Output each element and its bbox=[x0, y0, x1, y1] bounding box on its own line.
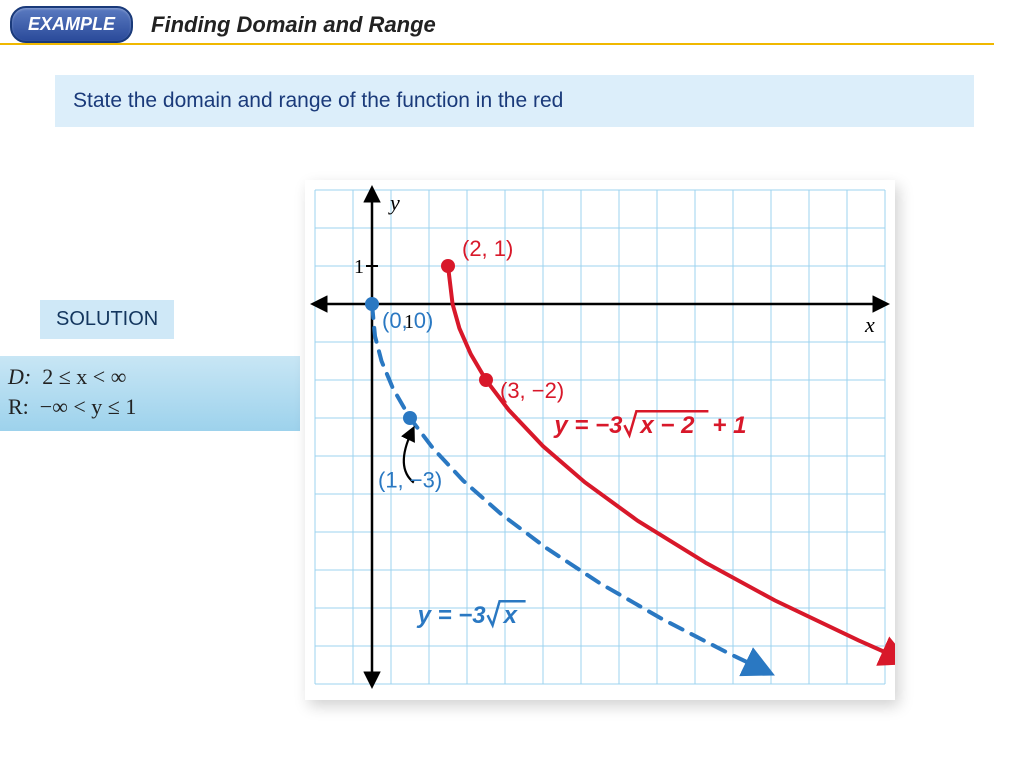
example-badge: EXAMPLE bbox=[10, 6, 133, 43]
svg-text:y: y bbox=[388, 190, 400, 215]
header: EXAMPLE Finding Domain and Range bbox=[0, 0, 994, 45]
svg-text:1: 1 bbox=[354, 256, 364, 278]
svg-text:x − 2: x − 2 bbox=[638, 412, 695, 439]
svg-text:x: x bbox=[502, 602, 519, 629]
graph: yx11(2, 1)(3, −2)(0, 0)(1, −3)y = −3x − … bbox=[305, 180, 895, 700]
solution-label: SOLUTION bbox=[40, 300, 174, 339]
svg-text:(1, −3): (1, −3) bbox=[378, 468, 442, 493]
svg-text:(2, 1): (2, 1) bbox=[462, 236, 513, 261]
svg-text:+ 1: + 1 bbox=[712, 412, 746, 439]
answer-box: D: 2 ≤ x < ∞ R: −∞ < y ≤ 1 bbox=[0, 356, 300, 431]
page-title: Finding Domain and Range bbox=[151, 12, 436, 38]
domain-line: D: 2 ≤ x < ∞ bbox=[8, 362, 280, 392]
svg-text:(0, 0): (0, 0) bbox=[382, 308, 433, 333]
svg-text:y = −3: y = −3 bbox=[553, 412, 623, 439]
range-line: R: −∞ < y ≤ 1 bbox=[8, 392, 280, 422]
svg-text:y = −3: y = −3 bbox=[417, 602, 487, 629]
question-box: State the domain and range of the functi… bbox=[55, 75, 974, 127]
svg-text:x: x bbox=[864, 312, 875, 337]
svg-text:(3, −2): (3, −2) bbox=[500, 378, 564, 403]
